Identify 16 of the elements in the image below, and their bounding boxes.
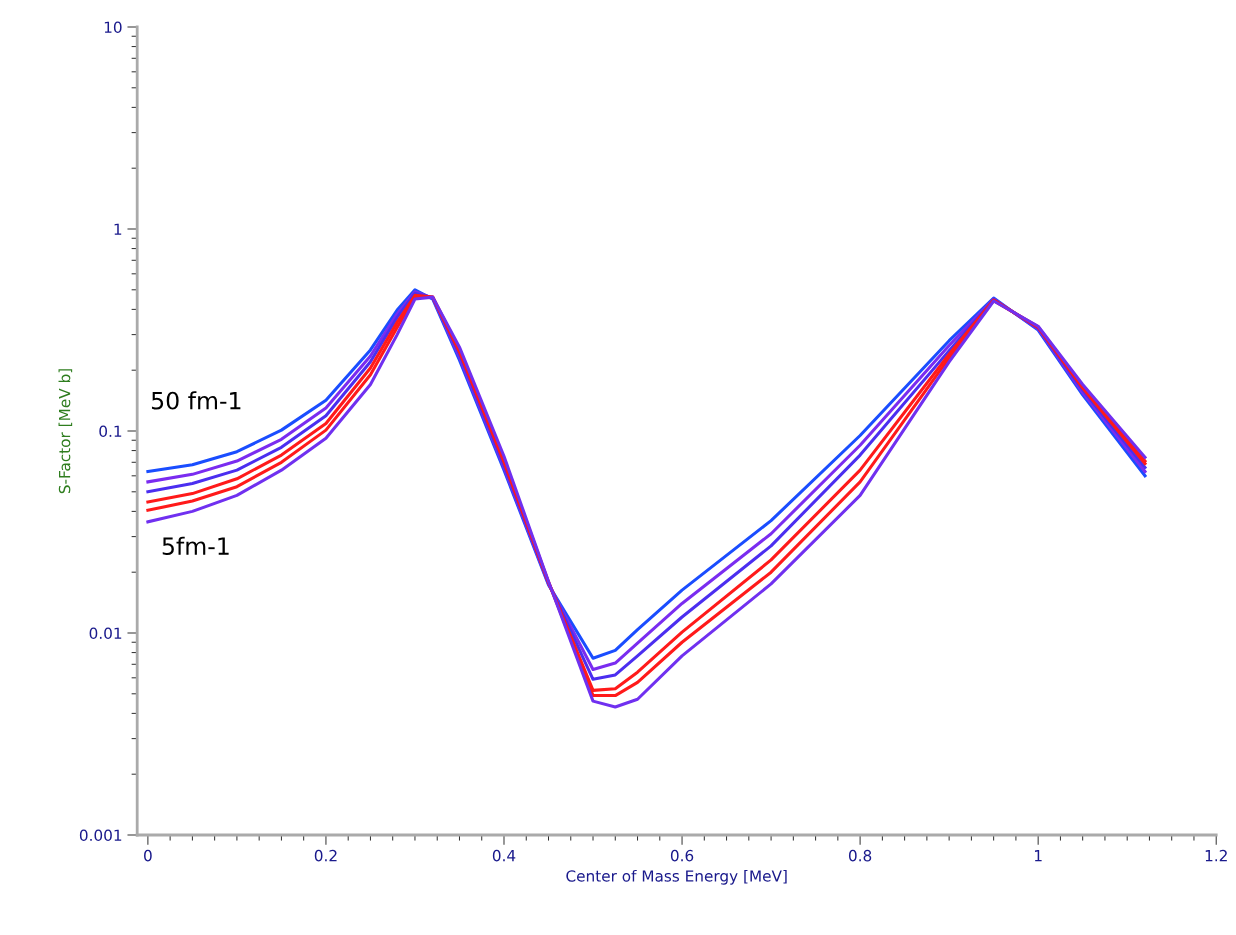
y-tick-label: 0.01 — [89, 627, 122, 640]
y-tick-label: 0.1 — [99, 425, 122, 438]
y-tick-label: 0.001 — [79, 829, 122, 842]
y-axis-title: S-Factor [MeV b] — [58, 369, 73, 494]
y-tick-label: 1 — [114, 223, 122, 235]
annotation: 50 fm-1 — [151, 391, 241, 410]
x-tick-label: 0.4 — [492, 849, 516, 862]
x-tick-label: 1 — [1034, 850, 1042, 862]
x-axis-title: Center of Mass Energy [MeV] — [566, 869, 787, 885]
y-tick-label: 10 — [104, 21, 122, 34]
x-tick-label: 0.2 — [314, 849, 337, 862]
x-tick-label: 0.8 — [848, 849, 872, 862]
x-tick-label: 0.6 — [670, 849, 694, 862]
annotation: 5fm-1 — [162, 536, 229, 556]
x-tick-label: 1.2 — [1205, 849, 1227, 862]
x-tick-label: 0 — [144, 849, 152, 862]
